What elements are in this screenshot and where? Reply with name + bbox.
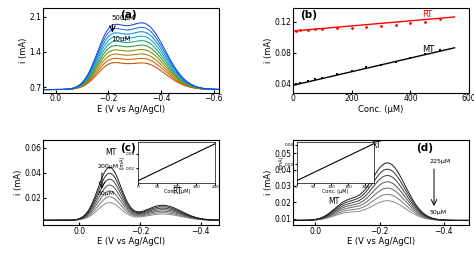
Y-axis label: i (mA): i (mA): [14, 170, 23, 195]
Point: [421, 52, 429, 56]
X-axis label: Conc. (μM): Conc. (μM): [358, 105, 404, 114]
Text: (c): (c): [120, 142, 136, 153]
Point: [311, 27, 319, 32]
Point: [377, 63, 385, 67]
Text: MT: MT: [328, 197, 339, 206]
Text: MT: MT: [105, 148, 116, 157]
Text: (a): (a): [120, 10, 137, 20]
Point: [392, 60, 400, 64]
Point: [421, 20, 429, 24]
Point: [392, 23, 400, 27]
Point: [297, 81, 304, 85]
Text: RT: RT: [172, 187, 182, 196]
Point: [311, 77, 319, 81]
Point: [436, 17, 444, 21]
Text: (d): (d): [416, 142, 433, 153]
Point: [292, 28, 300, 33]
Point: [333, 72, 341, 76]
Point: [407, 56, 414, 60]
Point: [292, 82, 300, 86]
Text: 50μM: 50μM: [97, 191, 115, 196]
X-axis label: E (V vs Ag/AgCl): E (V vs Ag/AgCl): [97, 105, 165, 114]
Text: (b): (b): [300, 10, 317, 20]
Point: [377, 24, 385, 28]
Point: [319, 76, 326, 80]
Text: MT: MT: [422, 45, 435, 54]
Y-axis label: i (mA): i (mA): [264, 170, 273, 195]
Point: [436, 48, 444, 53]
Point: [348, 25, 356, 30]
Point: [407, 21, 414, 25]
Text: 200μM: 200μM: [97, 164, 118, 169]
Point: [363, 66, 370, 70]
Text: 225μM: 225μM: [429, 159, 450, 164]
Y-axis label: i (mA): i (mA): [264, 38, 273, 63]
Text: 500μM: 500μM: [111, 15, 135, 21]
Point: [304, 79, 311, 83]
Point: [304, 28, 311, 32]
Text: RT: RT: [372, 141, 381, 150]
Point: [297, 28, 304, 32]
X-axis label: E (V vs Ag/AgCl): E (V vs Ag/AgCl): [347, 237, 415, 246]
Point: [333, 26, 341, 30]
Point: [348, 69, 356, 73]
Text: RT: RT: [422, 10, 432, 19]
Y-axis label: i (mA): i (mA): [19, 38, 28, 63]
Point: [363, 25, 370, 29]
Text: 50μM: 50μM: [429, 210, 447, 215]
Point: [319, 27, 326, 31]
X-axis label: E (V vs Ag/AgCl): E (V vs Ag/AgCl): [97, 237, 165, 246]
Text: 10μM: 10μM: [111, 37, 130, 42]
